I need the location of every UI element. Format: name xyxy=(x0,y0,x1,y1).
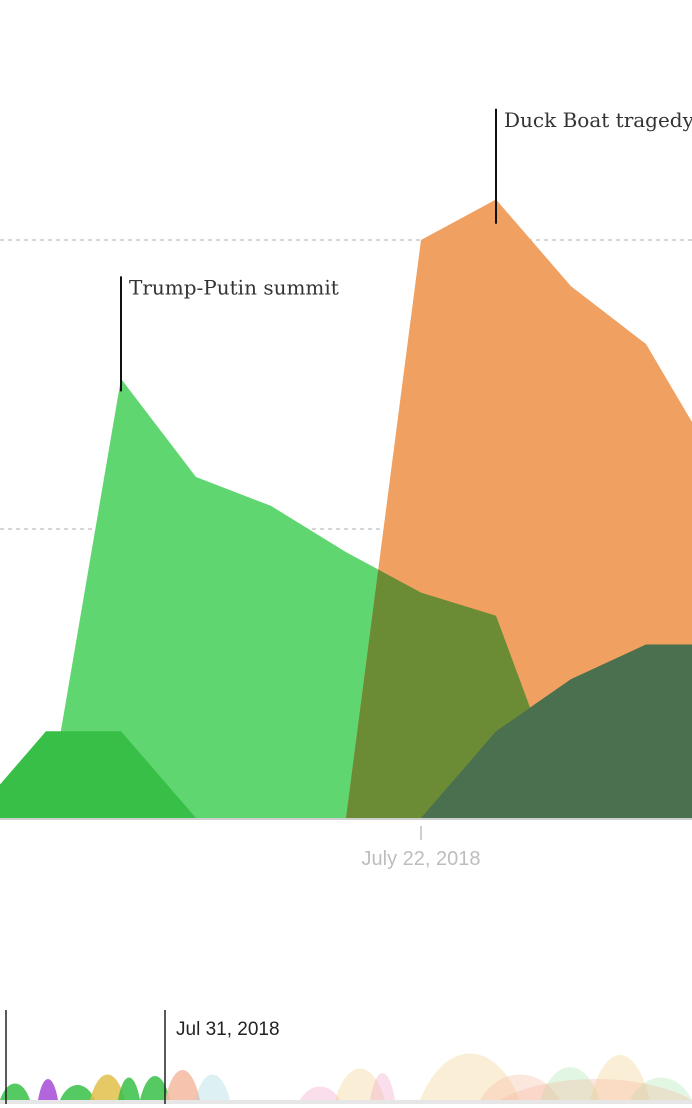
annotation-label: Duck Boat tragedy xyxy=(504,108,692,132)
overview-area-6 xyxy=(165,1070,200,1100)
overview-area-0 xyxy=(0,1083,30,1100)
x-tick-label: July 22, 2018 xyxy=(362,848,481,870)
area-dark-green-front xyxy=(0,644,692,818)
overview-area-15 xyxy=(630,1077,692,1100)
overview-area-13 xyxy=(540,1067,600,1100)
overview-selection-end-label: Jul 31, 2018 xyxy=(176,1019,280,1040)
overview-area-10 xyxy=(370,1073,395,1100)
x-axis: July 22, 2018 xyxy=(0,818,692,870)
overview-area-1 xyxy=(38,1079,58,1100)
overview-area-7 xyxy=(195,1074,230,1100)
overview-area-9 xyxy=(335,1068,385,1100)
overview-area-5 xyxy=(140,1076,170,1100)
overview-area-14 xyxy=(590,1055,650,1100)
annotation-label: Trump-Putin summit xyxy=(129,275,339,299)
area-series xyxy=(0,199,692,818)
overview-area-2 xyxy=(60,1085,95,1100)
overview-area-8 xyxy=(300,1086,340,1100)
overview-timeline[interactable]: Jul 31, 2018 xyxy=(0,1010,692,1104)
annotations: Trump-Putin summit Duck Boat tragedy xyxy=(120,108,692,392)
overview-baseline xyxy=(0,1100,692,1104)
overview-area-16 xyxy=(500,1079,692,1100)
area-bright-green xyxy=(0,731,692,818)
overview-area-4 xyxy=(118,1077,140,1100)
area-duck-boat xyxy=(0,199,692,818)
overview-area-12 xyxy=(480,1074,560,1100)
overview-area-3 xyxy=(90,1074,125,1100)
overview-area-11 xyxy=(420,1053,520,1100)
